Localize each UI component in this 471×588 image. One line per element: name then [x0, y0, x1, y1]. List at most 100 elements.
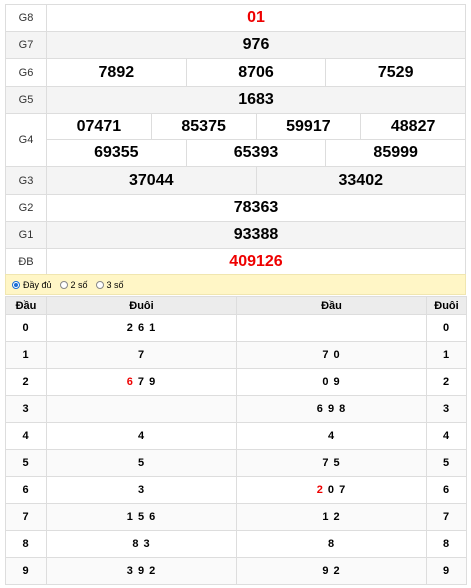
tail-digits-value: 8 3 [132, 538, 151, 550]
prize-value-g3: 33402 [255, 167, 466, 194]
prize-value-g6: 7529 [325, 59, 465, 86]
head-digit: 9 [5, 557, 47, 585]
tail-digit-value: 7 [442, 511, 451, 523]
tail-digits-value: 7 9 [133, 376, 157, 388]
filter-option-label: 2 số [70, 279, 88, 290]
prize-value-g4: 07471 [76, 117, 122, 135]
prize-value-g4: 85375 [150, 114, 256, 139]
radio-icon[interactable] [95, 280, 104, 289]
tail-digits: 1 5 6 [46, 503, 237, 531]
tail-digits: 3 [46, 476, 237, 504]
head-digit-value: 1 [22, 349, 30, 361]
prize-value-g6: 8706 [185, 59, 326, 86]
prize-value-g4: 48827 [360, 114, 465, 139]
head-digits-value: 7 5 [322, 457, 341, 469]
tail-digits: 5 [46, 449, 237, 477]
header-head: Đầu [236, 296, 427, 315]
head-digit-value: 6 [22, 484, 30, 496]
head-digits-value: 7 0 [322, 349, 341, 361]
tail-digits: 6 7 9 [46, 368, 237, 396]
tail-digit-value: 3 [442, 403, 451, 415]
tail-digits-value: 3 [137, 484, 146, 496]
head-digit: 7 [5, 503, 47, 531]
prize-value-g4: 65393 [185, 140, 326, 166]
head-digit: 2 [5, 368, 47, 396]
table-row: 6 3 2 0 7 6 [5, 476, 467, 504]
tail-digit-value: 0 [442, 322, 451, 334]
head-digits-value: 0 9 [322, 376, 341, 388]
tail-digits-value: 1 5 6 [126, 511, 157, 523]
head-digits: 2 0 7 [236, 476, 427, 504]
tail-digit: 3 [426, 395, 467, 423]
head-digits: 4 [236, 422, 427, 450]
filter-option-label: 3 số [106, 279, 124, 290]
tail-digits-value: 2 6 1 [126, 322, 157, 334]
tail-digit-value: 8 [442, 538, 451, 550]
table-row: 1 7 7 0 1 [5, 341, 467, 369]
head-digits: 9 2 [236, 557, 427, 585]
prize-label-g2: G2 [5, 194, 47, 222]
head-digits-value: 4 [327, 430, 336, 442]
head-digits [236, 314, 427, 342]
head-digits-value: 9 2 [322, 565, 341, 577]
tail-digits-value: 6 [126, 376, 134, 388]
header-tail: Đuôi [426, 296, 467, 315]
head-digits: 6 9 8 [236, 395, 427, 423]
head-digit-value: 3 [22, 403, 30, 415]
table-row: 5 5 7 5 5 [5, 449, 467, 477]
prize-value-g4: 85999 [325, 140, 465, 166]
tail-digit: 2 [426, 368, 467, 396]
head-digits: 7 5 [236, 449, 427, 477]
head-digits: 1 2 [236, 503, 427, 531]
prize-value-g2: 78363 [46, 194, 466, 222]
head-digit-value: 4 [22, 430, 30, 442]
filter-option-full[interactable]: Đầy đủ [12, 280, 52, 290]
head-digits-value: 1 2 [322, 511, 341, 523]
tail-digit: 1 [426, 341, 467, 369]
prize-label-g1: G1 [5, 221, 47, 249]
tail-digit: 8 [426, 530, 467, 558]
radio-icon[interactable] [59, 280, 68, 289]
head-digits-value: 0 7 [323, 484, 347, 496]
tail-digit: 0 [426, 314, 467, 342]
head-digits: 0 9 [236, 368, 427, 396]
head-digit: 1 [5, 341, 47, 369]
tail-digit-value: 5 [442, 457, 451, 469]
head-digits: 8 [236, 530, 427, 558]
prize-label-g3: G3 [5, 166, 47, 195]
prize-label-g5: G5 [5, 86, 47, 114]
tail-digit-value: 4 [442, 430, 451, 442]
tail-digits-value: 3 9 2 [126, 565, 157, 577]
tail-digit-value: 9 [442, 565, 451, 577]
prize-value-g1: 93388 [46, 221, 466, 249]
tail-digit-value: 6 [442, 484, 451, 496]
header-tail: Đuôi [46, 296, 237, 315]
head-digits-value: 8 [327, 538, 336, 550]
prize-label-g8: G8 [5, 4, 47, 32]
radio-selected-icon[interactable] [12, 280, 20, 289]
display-filter: Đầy đủ 2 số 3 số [5, 274, 466, 295]
prize-value-g4: 59917 [255, 114, 361, 139]
filter-option-3-digits[interactable]: 3 số [95, 279, 124, 290]
tail-digit: 6 [426, 476, 467, 504]
head-digit-value: 2 [22, 376, 30, 388]
head-digit-value: 0 [22, 322, 30, 334]
head-digits-value: 6 9 8 [316, 403, 347, 415]
tail-digits: 3 9 2 [46, 557, 237, 585]
filter-option-label: Đầy đủ [23, 279, 52, 290]
table-row: 3 6 9 8 3 [5, 395, 467, 423]
head-digit: 0 [5, 314, 47, 342]
results-table: G8 01 G7 976 G6 7892 8706 7529 G5 1683 G… [5, 4, 466, 275]
tail-digits: 4 [46, 422, 237, 450]
tail-digits-value: 4 [137, 430, 146, 442]
table-row: 9 3 9 2 9 2 9 [5, 557, 467, 585]
table-row: 7 1 5 6 1 2 7 [5, 503, 467, 531]
table-row: 8 8 3 8 8 [5, 530, 467, 558]
header-head: Đầu [5, 296, 47, 315]
prize-label-g7: G7 [5, 31, 47, 59]
filter-option-2-digits[interactable]: 2 số [59, 279, 88, 290]
tail-digits [46, 395, 237, 423]
tail-digits-value: 7 [137, 349, 146, 361]
prize-value-g8: 01 [46, 4, 466, 32]
